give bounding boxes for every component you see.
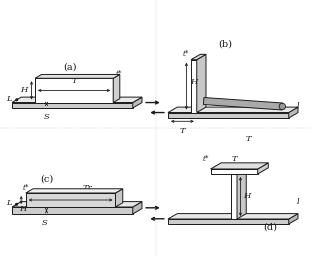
Polygon shape [237, 169, 246, 219]
Polygon shape [133, 97, 142, 108]
Text: t*: t* [115, 70, 122, 78]
Polygon shape [211, 169, 258, 174]
Polygon shape [113, 74, 120, 102]
Text: L: L [6, 95, 12, 103]
Polygon shape [168, 219, 289, 224]
Polygon shape [168, 214, 298, 219]
Text: T: T [71, 77, 77, 86]
Polygon shape [12, 202, 142, 207]
Text: Tr: Tr [83, 184, 93, 192]
Text: T: T [246, 135, 251, 143]
Text: (d): (d) [264, 222, 278, 231]
Text: L: L [6, 199, 12, 207]
Polygon shape [191, 60, 197, 112]
Text: l: l [297, 198, 300, 206]
Text: H: H [243, 193, 251, 200]
Text: T: T [180, 127, 185, 135]
Polygon shape [289, 107, 298, 118]
Polygon shape [35, 74, 120, 78]
Polygon shape [168, 112, 289, 118]
Polygon shape [231, 169, 246, 174]
Text: t*: t* [183, 50, 189, 58]
Text: t*: t* [202, 155, 208, 163]
Text: S: S [41, 219, 47, 227]
Polygon shape [26, 189, 123, 193]
Text: (c): (c) [40, 175, 53, 184]
Text: H: H [190, 78, 197, 86]
Polygon shape [133, 202, 142, 214]
Text: H: H [20, 87, 27, 94]
Text: (a): (a) [63, 63, 76, 72]
Text: (b): (b) [218, 39, 232, 48]
Polygon shape [12, 102, 133, 108]
Polygon shape [197, 54, 206, 112]
Text: T: T [68, 188, 73, 196]
Polygon shape [168, 107, 298, 112]
Polygon shape [12, 207, 133, 214]
Polygon shape [26, 193, 115, 207]
Polygon shape [231, 174, 237, 219]
Polygon shape [191, 54, 206, 60]
Text: t*: t* [22, 184, 29, 192]
Polygon shape [258, 163, 268, 174]
Circle shape [279, 103, 285, 110]
Polygon shape [203, 98, 283, 110]
Text: H: H [20, 205, 27, 213]
Polygon shape [35, 78, 113, 102]
Polygon shape [12, 97, 142, 102]
Polygon shape [289, 214, 298, 224]
Text: S: S [44, 113, 49, 121]
Polygon shape [211, 163, 268, 169]
Polygon shape [115, 189, 123, 207]
Text: T: T [231, 155, 237, 163]
Text: l: l [297, 102, 300, 111]
